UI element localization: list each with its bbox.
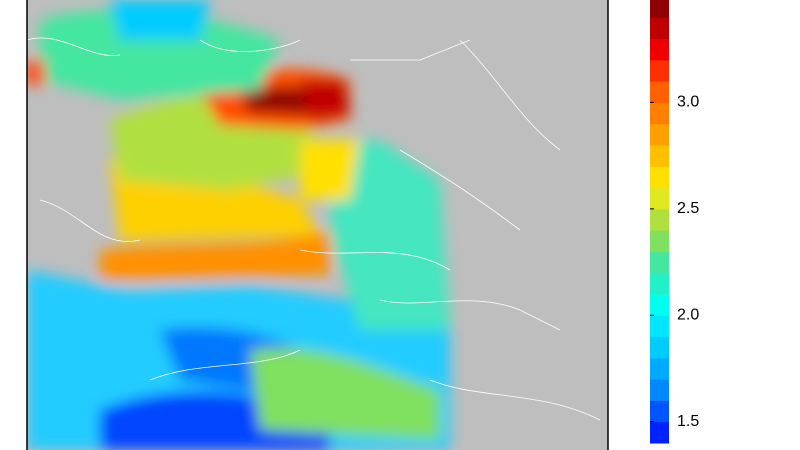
colorbar-band	[650, 123, 669, 146]
colorbar-tick-label: 3.0	[677, 94, 699, 111]
colorbar-band	[650, 357, 669, 380]
colorbar-band	[650, 17, 669, 40]
border-lines	[27, 37, 601, 421]
colorbar-band	[650, 294, 669, 316]
colorbar-band	[650, 59, 669, 82]
colorbar-band	[650, 208, 669, 231]
colorbar-band	[650, 145, 669, 167]
colorbar-band	[650, 272, 669, 295]
colorbar-band	[650, 400, 669, 423]
colorbar-band	[650, 315, 669, 338]
colorbar: 1.5 2.0 2.5 3.0 3.5	[650, 0, 699, 444]
colorbar-tick-label: 1.5	[677, 413, 699, 430]
colorbar-band	[650, 421, 669, 444]
colorbar-band	[650, 0, 669, 18]
colorbar-band	[650, 230, 669, 252]
colorbar-band	[650, 81, 669, 103]
colorbar-band	[650, 187, 669, 210]
colorbar-band	[650, 336, 669, 359]
colorbar-band	[650, 166, 669, 189]
data-field	[27, 0, 450, 450]
colorbar-band	[650, 102, 669, 125]
colorbar-tick-label: 3.5	[677, 0, 699, 4]
colorbar-tick-label: 2.5	[677, 200, 699, 217]
colorbar-band	[650, 379, 669, 401]
colorbar-band	[650, 251, 669, 274]
map	[27, 0, 608, 450]
colorbar-tick-label: 2.0	[677, 307, 699, 324]
colorbar-band	[650, 38, 669, 61]
